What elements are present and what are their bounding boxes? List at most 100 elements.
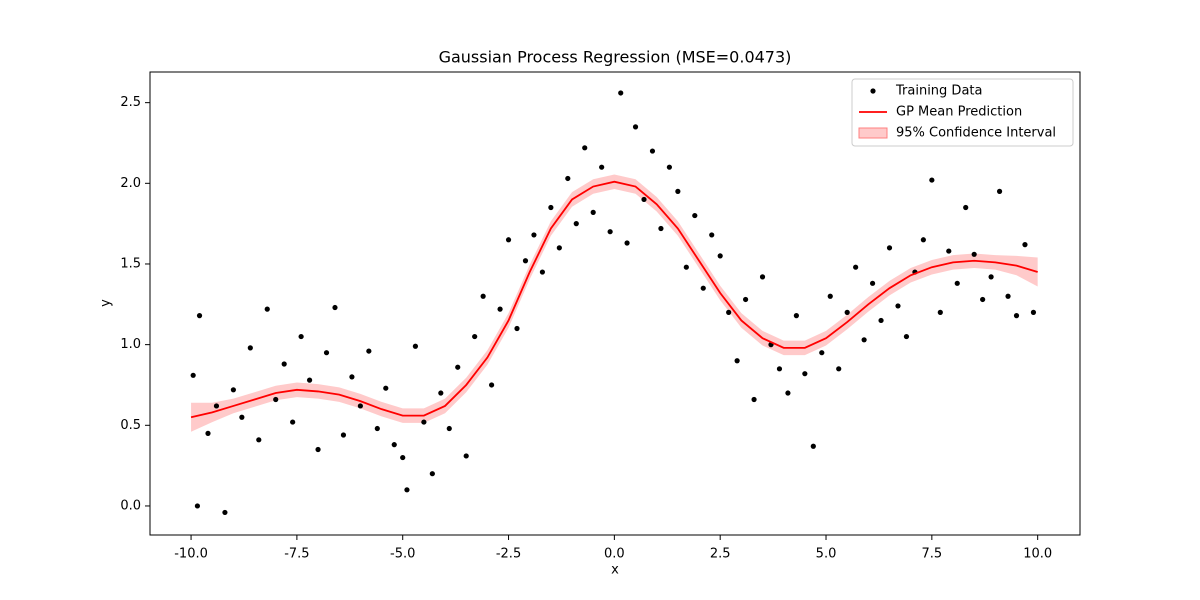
data-point: [1022, 242, 1028, 248]
data-point: [357, 403, 363, 409]
x-tick-label: 0.0: [604, 547, 625, 562]
data-point: [582, 145, 588, 151]
data-point: [290, 419, 296, 425]
data-point: [971, 251, 977, 257]
data-point: [751, 396, 757, 403]
data-point: [472, 333, 478, 340]
data-point: [618, 90, 624, 96]
data-point: [658, 225, 664, 232]
data-point: [878, 317, 884, 324]
data-point: [298, 333, 304, 340]
x-tick-label: -5.0: [390, 547, 415, 562]
data-point: [480, 293, 486, 299]
data-point: [446, 425, 452, 432]
data-point: [742, 296, 749, 303]
confidence-band: [191, 174, 1038, 432]
data-point: [455, 364, 461, 370]
data-point: [539, 269, 546, 275]
data-point: [196, 312, 203, 319]
data-point: [463, 453, 469, 459]
data-point: [489, 382, 495, 388]
data-point: [230, 387, 236, 393]
data-point: [514, 325, 520, 332]
plot-area: [190, 90, 1038, 516]
data-point: [1005, 293, 1011, 299]
x-tick-label: 5.0: [816, 547, 837, 562]
data-point: [366, 348, 372, 354]
data-point: [666, 164, 672, 170]
data-point: [400, 454, 406, 461]
legend-label: Training Data: [895, 84, 982, 99]
data-point: [980, 296, 986, 303]
data-point: [391, 442, 397, 448]
data-point: [497, 306, 503, 312]
y-tick-label: 0.0: [120, 498, 141, 513]
data-point: [996, 188, 1003, 194]
data-point: [222, 509, 228, 516]
data-point: [323, 350, 330, 356]
data-point: [429, 471, 435, 477]
data-point: [726, 309, 732, 315]
data-point: [624, 240, 630, 246]
data-point: [869, 280, 876, 286]
data-point: [929, 177, 935, 183]
data-point: [332, 304, 338, 311]
data-point: [717, 253, 723, 259]
data-point: [853, 264, 859, 270]
data-point: [340, 432, 347, 438]
legend-marker: [870, 88, 876, 94]
data-point: [556, 245, 562, 251]
data-point: [383, 385, 389, 391]
data-point: [281, 361, 287, 367]
data-point: [438, 390, 444, 396]
data-point: [573, 221, 579, 227]
data-point: [213, 403, 220, 409]
data-point: [565, 175, 571, 182]
data-point: [827, 293, 833, 299]
data-point: [734, 358, 740, 364]
data-point: [412, 343, 419, 349]
data-point: [247, 345, 253, 351]
data-point: [205, 430, 211, 436]
legend-box: [851, 78, 1074, 147]
axes-frame: [149, 71, 1081, 536]
x-tick-label: 10.0: [1023, 547, 1052, 562]
data-point: [946, 248, 952, 254]
data-point: [963, 204, 969, 211]
y-tick-label: 1.5: [120, 256, 141, 271]
data-point: [349, 374, 355, 380]
chart-title: Gaussian Process Regression (MSE=0.0473): [439, 48, 792, 67]
data-point: [374, 425, 380, 432]
data-point: [548, 204, 554, 211]
data-point: [836, 366, 842, 372]
data-point: [700, 285, 706, 291]
data-point: [988, 274, 994, 280]
y-tick-label: 2.0: [120, 176, 141, 191]
data-point: [937, 309, 943, 315]
data-point: [273, 396, 279, 403]
data-point: [599, 164, 605, 170]
data-point: [810, 443, 816, 449]
data-point: [886, 245, 893, 251]
y-tick-label: 0.5: [120, 418, 141, 433]
data-point: [920, 237, 926, 243]
x-axis-label: x: [611, 563, 619, 578]
data-point: [802, 371, 808, 377]
data-point: [641, 196, 647, 203]
data-point: [315, 446, 321, 453]
data-point: [675, 188, 681, 194]
data-point: [895, 303, 901, 309]
data-point: [785, 390, 791, 396]
data-point: [264, 306, 270, 312]
legend-label: 95% Confidence Interval: [896, 126, 1056, 141]
data-point: [306, 377, 313, 383]
data-point: [861, 337, 867, 343]
data-point: [683, 264, 689, 270]
data-point: [1030, 309, 1037, 315]
data-point: [531, 232, 537, 238]
data-point: [692, 212, 698, 219]
data-point: [590, 209, 596, 215]
data-point: [505, 237, 512, 243]
data-point: [709, 232, 715, 238]
